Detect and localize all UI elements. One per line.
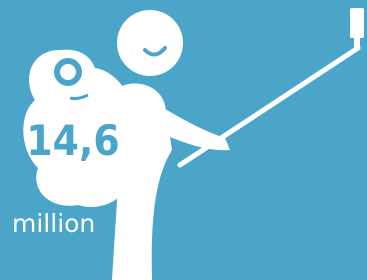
figure-unit: million [12,209,95,238]
infographic: 14,6 million [0,0,367,280]
head [117,10,183,76]
phone-holder [354,36,360,48]
phone [350,8,364,38]
figure-value: 14,6 [26,116,119,165]
